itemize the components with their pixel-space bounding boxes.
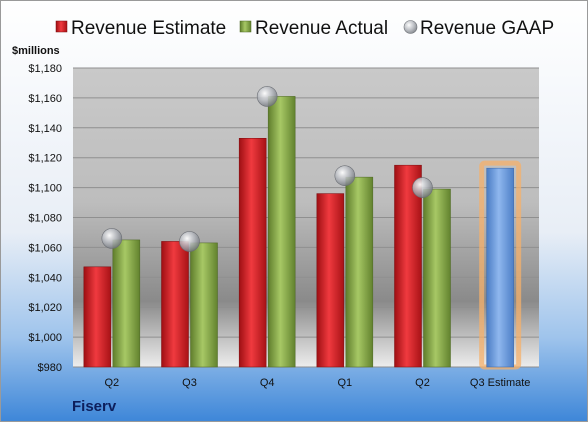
x-tick-label: Q2 (415, 377, 430, 389)
gridlines (73, 67, 539, 368)
bar-revenue-estimate (238, 138, 267, 368)
y-tick-label: $980 (38, 362, 62, 374)
bar-revenue-estimate (394, 164, 422, 368)
y-tick-label: $1,180 (28, 63, 62, 75)
y-tick-label: $1,100 (28, 183, 62, 195)
x-tick-label: Q2 (104, 377, 119, 389)
company-name: Fiserv (72, 398, 117, 415)
y-tick-label: $1,080 (28, 213, 62, 225)
marker-revenue-gaap (334, 165, 356, 186)
legend-label: Revenue Estimate (71, 18, 226, 39)
x-tick-label: Q3 Estimate (470, 377, 531, 389)
marker-revenue-gaap (256, 86, 278, 107)
bar-revenue-actual (267, 96, 296, 368)
y-tick-label: $1,140 (28, 123, 62, 135)
legend-swatch (239, 20, 252, 33)
x-tick-label: Q4 (260, 377, 275, 389)
bars (83, 96, 522, 370)
x-tick-label: Q1 (337, 377, 352, 389)
legend-label: Revenue Actual (255, 18, 388, 39)
bar-revenue-actual (423, 188, 451, 368)
x-tick-label: Q3 (182, 377, 197, 389)
y-axis: $980 $1,000 $1,020 $1,040 $1,060 $1,080 $1,100… (28, 63, 62, 374)
y-tick-label: $1,000 (28, 332, 62, 344)
y-tick-label: $1,040 (28, 272, 62, 284)
marker-revenue-gaap (179, 231, 200, 252)
y-tick-label: $1,160 (28, 93, 62, 105)
x-axis: Q2 Q3 Q4 Q1 Q2 Q3 Estimate (104, 377, 530, 389)
bar-revenue-estimate (83, 266, 112, 368)
gaap-markers (101, 86, 433, 252)
bar-revenue-actual (190, 242, 218, 368)
bar-revenue-estimate (316, 193, 345, 368)
legend-swatch (55, 20, 68, 33)
marker-revenue-gaap (412, 177, 433, 198)
y-tick-label: $1,020 (28, 302, 62, 314)
legend: Revenue Estimate Revenue Actual Revenue GA… (55, 18, 554, 39)
bar-revenue-estimate (161, 241, 189, 368)
legend-swatch (403, 20, 418, 34)
bar-revenue-actual (112, 239, 141, 368)
bar-revenue-actual (345, 176, 374, 368)
y-tick-label: $1,120 (28, 153, 62, 165)
bar-q3-estimate (486, 167, 514, 368)
unit-label: $millions (12, 45, 60, 57)
y-tick-label: $1,060 (28, 242, 62, 254)
marker-revenue-gaap (101, 228, 123, 249)
legend-label: Revenue GAAP (420, 18, 554, 39)
